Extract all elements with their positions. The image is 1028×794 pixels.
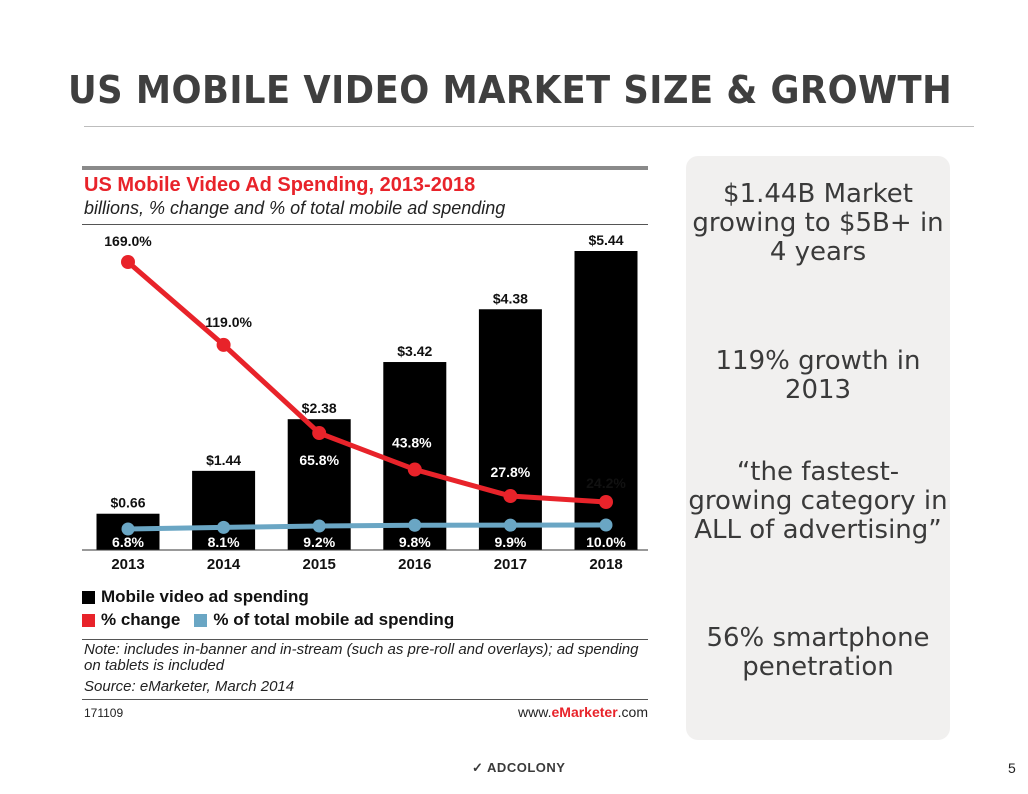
share-label-2013: 6.8% (112, 534, 144, 550)
share-label-2014: 8.1% (208, 534, 240, 550)
x-tick-2017: 2017 (494, 556, 527, 573)
share-series-line (127, 522, 607, 532)
bar-2016 (383, 362, 447, 550)
change-point-2014 (216, 337, 231, 352)
legend-label-share: % of total mobile ad spending (213, 610, 455, 629)
chart-subtitle: billions, % change and % of total mobile… (84, 198, 506, 218)
change-label-2018: 24.2% (586, 475, 626, 491)
change-label-2014: 119.0% (205, 314, 252, 330)
share-point-2017 (503, 518, 517, 532)
change-label-2017: 27.8% (491, 464, 531, 480)
change-label-2013: 169.0% (104, 233, 152, 249)
adcolony-logo-mark: ✓ (472, 760, 484, 775)
share-label-2016: 9.8% (399, 534, 431, 550)
chart-subtitle-rule (82, 224, 648, 225)
change-label-2016: 43.8% (392, 435, 432, 451)
share-point-2018 (599, 518, 613, 532)
chart-note: Note: includes in-banner and in-stream (… (84, 641, 639, 674)
change-label-2015: 65.8% (299, 452, 339, 468)
bar-label-2017: $4.38 (493, 290, 528, 306)
change-point-2016 (407, 462, 422, 477)
spending-chart: $0.66 $1.44 $2.38 $3.42 $4.38 $5.44 169.0% 119.… (82, 232, 648, 573)
adcolony-logo: ✓ ADCOLONY (472, 760, 565, 776)
share-point-2013 (121, 522, 135, 536)
x-tick-2016: 2016 (398, 556, 431, 573)
share-point-2016 (408, 518, 422, 532)
legend-label-spending: Mobile video ad spending (101, 587, 309, 606)
change-point-2013 (121, 255, 135, 269)
site-brand: eMarketer (551, 704, 618, 720)
change-point-2017 (503, 489, 518, 504)
title-divider (84, 126, 974, 127)
legend-swatch-blue (194, 613, 208, 627)
share-label-2015: 9.2% (303, 534, 335, 550)
share-point-2014 (217, 520, 231, 534)
slide-title: US MOBILE VIDEO MARKET SIZE & GROWTH (68, 68, 953, 112)
share-label-2017: 9.9% (494, 534, 526, 550)
x-tick-2015: 2015 (303, 556, 336, 573)
chart-top-rule (82, 166, 648, 170)
change-point-2015 (312, 426, 327, 441)
bar-label-2016: $3.42 (397, 343, 432, 359)
x-tick-2013: 2013 (111, 556, 144, 573)
chart-bottom-rule (82, 699, 648, 700)
legend-swatch-red (82, 613, 95, 627)
chart-id: 171109 (84, 706, 124, 720)
legend-swatch-black (82, 590, 95, 604)
bar-label-2018: $5.44 (588, 232, 623, 248)
bar-2014 (192, 470, 256, 550)
fact-market-size: $1.44B Market growing to $5B+ in 4 years (692, 179, 944, 267)
change-series-line (126, 260, 607, 505)
x-tick-2014: 2014 (207, 556, 241, 573)
bar-2017 (478, 309, 542, 550)
legend-row-2: % change % of total mobile ad spending (82, 610, 454, 630)
share-label-2018: 10.0% (586, 534, 626, 550)
bar-label-2013: $0.66 (110, 495, 145, 511)
fact-quote: “the fastest-growing category in ALL of … (688, 457, 948, 545)
site-suffix: .com (617, 704, 648, 720)
change-point-2018 (599, 495, 613, 509)
legend-item-spending: Mobile video ad spending (82, 587, 309, 607)
emarketer-link[interactable]: www.eMarketer.com (518, 704, 648, 720)
x-tick-2018: 2018 (589, 556, 622, 573)
chart-source: Source: eMarketer, March 2014 (84, 678, 295, 695)
legend-rule (82, 639, 648, 640)
legend-label-change: % change (101, 610, 181, 629)
chart-title: US Mobile Video Ad Spending, 2013-2018 (84, 174, 476, 196)
page-number: 5 (1008, 760, 1016, 776)
adcolony-logo-text: ADCOLONY (487, 760, 566, 775)
fact-growth: 119% growth in 2013 (715, 346, 921, 405)
share-point-2015 (312, 519, 326, 533)
site-prefix: www. (518, 704, 552, 720)
bar-label-2015: $2.38 (302, 400, 337, 416)
facts-panel (686, 156, 950, 740)
bar-label-2014: $1.44 (206, 452, 241, 468)
fact-penetration: 56% smartphone penetration (706, 623, 930, 682)
